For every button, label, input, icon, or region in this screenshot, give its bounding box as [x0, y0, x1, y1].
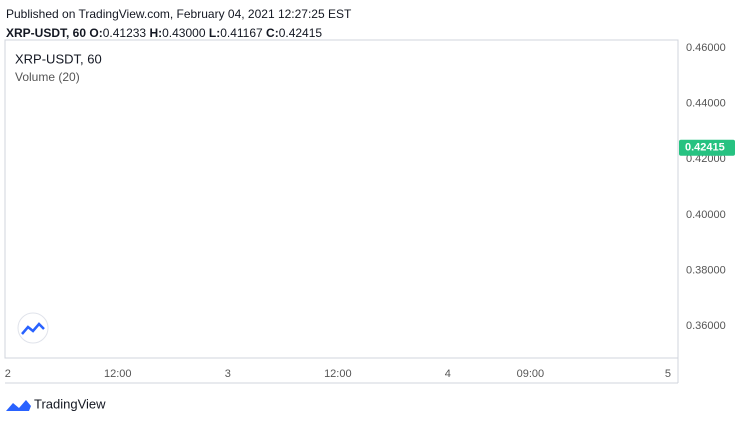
- ohlc-label: C:: [266, 26, 279, 40]
- ohlc-values: O:0.41233 H:0.43000 L:0.41167 C:0.42415: [86, 26, 322, 40]
- legend-symbol: XRP-USDT, 60: [15, 51, 102, 66]
- y-tick-label: 0.44000: [686, 98, 726, 110]
- plot-frame: [4, 39, 679, 359]
- last-price-box: [679, 139, 735, 156]
- last-price-label: 0.42415: [685, 142, 725, 154]
- ohlc-line: XRP-USDT, 60 O:0.41233 H:0.43000 L:0.411…: [6, 24, 351, 43]
- legend-volume: Volume (20): [15, 70, 80, 84]
- x-tick-label: 12:00: [324, 368, 352, 380]
- ohlc-value: 0.41233: [102, 26, 147, 40]
- x-tick-label: 09:00: [517, 368, 545, 380]
- y-tick-label: 0.40000: [686, 209, 726, 221]
- symbol: XRP-USDT, 60: [6, 26, 87, 40]
- x-tick-label: 5: [665, 368, 671, 380]
- y-tick-label: 0.38000: [686, 264, 726, 276]
- ohlc-label: O:: [89, 26, 103, 40]
- x-tick-label: 2: [5, 368, 11, 380]
- x-tick-label: 3: [225, 368, 231, 380]
- footer-logo: [6, 400, 31, 411]
- header: Published on TradingView.com, February 0…: [6, 5, 351, 43]
- y-tick-label: 0.36000: [686, 320, 726, 332]
- y-tick-label: 0.46000: [686, 42, 726, 54]
- ohlc-value: 0.42415: [278, 26, 323, 40]
- published-line: Published on TradingView.com, February 0…: [6, 7, 352, 21]
- ohlc-value: 0.41167: [220, 26, 263, 40]
- ohlc-value: 0.43000: [162, 26, 206, 40]
- footer-brand: TradingView: [34, 396, 106, 411]
- ohlc-label: H:: [149, 26, 163, 40]
- watermark-logo: [17, 312, 49, 344]
- ohlc-label: L:: [208, 26, 221, 40]
- x-tick-label: 4: [445, 368, 451, 380]
- y-tick-label: 0.42000: [686, 153, 726, 165]
- x-tick-label: 12:00: [104, 368, 132, 380]
